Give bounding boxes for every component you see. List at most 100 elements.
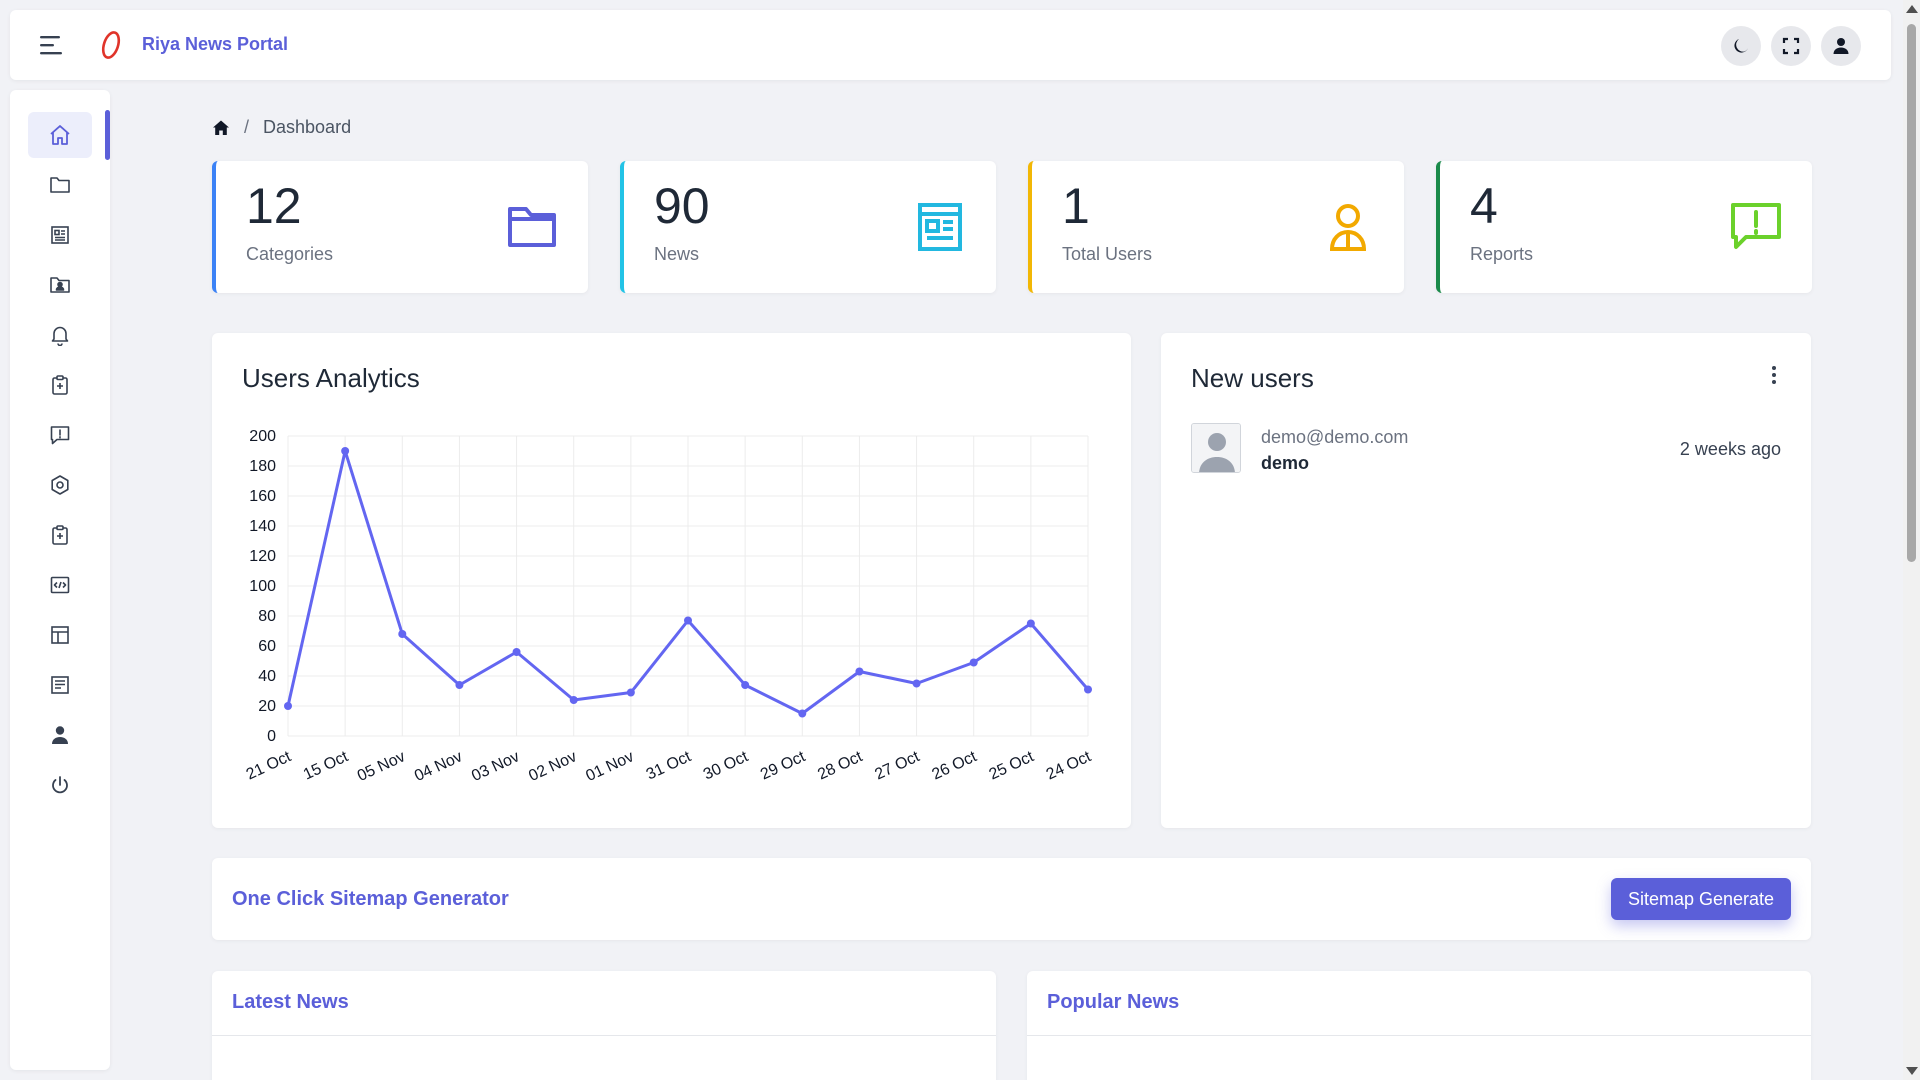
x-tick-label: 26 Oct — [929, 748, 979, 784]
x-tick-label: 28 Oct — [815, 748, 865, 784]
popular-news-panel: Popular News — [1027, 971, 1811, 1080]
data-point — [1026, 619, 1035, 628]
sidebar-item-code[interactable] — [28, 562, 92, 608]
sidebar-item-news[interactable] — [28, 212, 92, 258]
sidebar — [10, 90, 110, 1070]
stat-card-total-users[interactable]: 1 Total Users — [1028, 161, 1404, 293]
dark-mode-button[interactable] — [1721, 26, 1761, 66]
sitemap-panel: One Click Sitemap Generator Sitemap Gene… — [212, 858, 1811, 940]
stat-card-news[interactable]: 90 News — [620, 161, 996, 293]
bell-icon — [49, 324, 71, 346]
users-analytics-panel: Users Analytics 0 20 40 60 80 100 120 140 160 180… — [212, 333, 1131, 828]
breadcrumb-current: Dashboard — [263, 117, 352, 137]
sidebar-active-indicator — [105, 110, 110, 160]
latest-news-panel: Latest News — [212, 971, 996, 1080]
top-actions — [1721, 26, 1861, 66]
stat-value: 90 — [654, 178, 710, 234]
x-tick-label: 24 Oct — [1044, 748, 1094, 784]
stat-value: 12 — [246, 178, 302, 234]
data-point — [855, 667, 864, 676]
stat-label: Total Users — [1062, 244, 1153, 264]
sidebar-item-layout[interactable] — [28, 612, 92, 658]
data-point — [684, 616, 692, 625]
panel-title: Users Analytics — [242, 363, 420, 393]
sidebar-item-reports[interactable] — [28, 412, 92, 458]
fullscreen-button[interactable] — [1771, 26, 1811, 66]
breadcrumb-separator: / — [244, 117, 250, 137]
home-icon — [48, 123, 72, 147]
breadcrumb: / Dashboard — [212, 117, 351, 138]
sidebar-item-dashboard[interactable] — [28, 112, 92, 158]
y-tick-label: 0 — [267, 728, 276, 745]
y-tick-label: 20 — [258, 698, 276, 715]
data-point — [626, 688, 635, 697]
x-tick-label: 30 Oct — [701, 748, 751, 784]
stat-label: News — [654, 244, 700, 264]
y-tick-label: 160 — [249, 488, 276, 505]
sidebar-item-categories[interactable] — [28, 162, 92, 208]
sidebar-item-notifications[interactable] — [28, 312, 92, 358]
y-tick-label: 180 — [249, 458, 276, 475]
sitemap-title: One Click Sitemap Generator — [232, 888, 509, 910]
sidebar-item-logout[interactable] — [28, 762, 92, 808]
news-list-icon — [49, 674, 71, 696]
y-tick-label: 80 — [258, 608, 276, 625]
divider — [1027, 1035, 1811, 1036]
scrollbar-thumb[interactable] — [1907, 24, 1916, 562]
x-tick-label: 21 Oct — [244, 748, 294, 784]
sidebar-item-settings[interactable] — [28, 462, 92, 508]
sidebar-item-news-list[interactable] — [28, 662, 92, 708]
sidebar-item-pages[interactable] — [28, 512, 92, 558]
report-icon — [1730, 201, 1782, 253]
moon-icon — [1731, 36, 1751, 56]
data-point — [569, 696, 578, 704]
folder-icon — [49, 174, 71, 196]
stat-card-reports[interactable]: 4 Reports — [1436, 161, 1812, 293]
power-icon — [49, 774, 71, 796]
newspaper-icon — [914, 201, 966, 253]
code-icon — [49, 574, 71, 596]
sidebar-item-contacts[interactable] — [28, 262, 92, 308]
x-tick-label: 29 Oct — [758, 748, 808, 784]
user-name: demo — [1261, 453, 1310, 473]
stat-value: 1 — [1062, 178, 1090, 234]
fullscreen-icon — [1781, 36, 1801, 56]
data-point — [1084, 685, 1092, 694]
sidebar-item-users[interactable] — [28, 712, 92, 758]
divider — [212, 1035, 996, 1036]
clipboard-plus-icon — [49, 524, 71, 546]
page-scrollbar[interactable] — [1903, 0, 1920, 1080]
y-tick-label: 200 — [249, 428, 276, 445]
x-tick-label: 03 Nov — [469, 748, 522, 785]
stat-value: 4 — [1470, 178, 1498, 234]
x-tick-label: 15 Oct — [301, 748, 351, 784]
new-users-panel: New users demo@demo.com demo 2 weeks ago — [1161, 333, 1811, 828]
list-item[interactable]: demo@demo.com demo 2 weeks ago — [1191, 423, 1781, 479]
user-joined-time: 2 weeks ago — [1679, 439, 1781, 459]
data-point — [284, 702, 292, 710]
more-options-icon[interactable] — [1771, 365, 1777, 385]
sidebar-item-add-page[interactable] — [28, 362, 92, 408]
panel-title: New users — [1191, 363, 1314, 393]
data-point — [798, 709, 807, 718]
data-point — [969, 658, 978, 667]
scroll-up-arrow[interactable] — [1906, 5, 1918, 13]
data-point — [912, 679, 921, 688]
brand-name[interactable]: Riya News Portal — [142, 34, 289, 54]
y-tick-label: 140 — [249, 518, 276, 535]
stat-card-categories[interactable]: 12 Categories — [212, 161, 588, 293]
stat-label: Reports — [1470, 244, 1534, 264]
latest-news-title: Latest News — [232, 991, 349, 1013]
sitemap-generate-button[interactable]: Sitemap Generate — [1611, 878, 1791, 920]
user-email: demo@demo.com — [1261, 427, 1409, 447]
data-point — [341, 447, 350, 455]
y-tick-label: 100 — [249, 578, 276, 595]
x-tick-label: 01 Nov — [583, 748, 636, 785]
menu-toggle-icon[interactable] — [38, 34, 64, 56]
data-point — [741, 681, 750, 689]
profile-button[interactable] — [1821, 26, 1861, 66]
home-icon[interactable] — [212, 119, 230, 137]
scroll-down-arrow[interactable] — [1906, 1067, 1918, 1075]
y-tick-label: 120 — [249, 548, 276, 565]
folder-icon — [506, 201, 558, 253]
